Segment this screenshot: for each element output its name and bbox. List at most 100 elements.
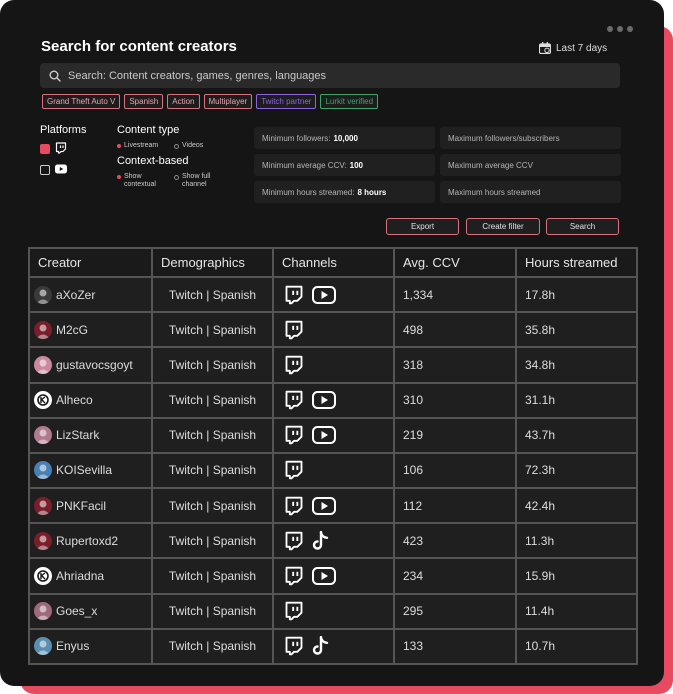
twitch-icon[interactable] (284, 425, 304, 445)
max-hours-filter[interactable]: Maximum hours streamed (440, 181, 621, 203)
content-type-livestream[interactable]: Livestream (117, 142, 158, 150)
table-row[interactable]: Goes_x Twitch | Spanish 295 11.4h (28, 592, 638, 630)
twitch-icon[interactable] (284, 601, 304, 621)
hours-streamed-cell: 11.4h (515, 592, 638, 630)
table-header-row: Creator Demographics Channels Avg. CCV H… (28, 247, 638, 278)
tiktok-icon[interactable] (312, 530, 330, 551)
twitch-icon[interactable] (284, 320, 304, 340)
creator-info: Enyus (34, 637, 151, 656)
creator-info: KOISevilla (34, 461, 151, 480)
tiktok-icon[interactable] (312, 636, 330, 656)
table-row[interactable]: Rupertoxd2 Twitch | Spanish 423 11.3h (28, 522, 638, 560)
creator-info: Rupertoxd2 (34, 531, 151, 550)
table-row[interactable]: Ahriadna Twitch | Spanish 234 15.9h (28, 557, 638, 595)
creator-name[interactable]: PNKFacil (56, 498, 107, 513)
tag-chip[interactable]: Multiplayer (203, 94, 253, 109)
creator-name[interactable]: Ahriadna (56, 568, 105, 583)
avg-ccv-cell: 106 (393, 451, 517, 490)
table-row[interactable]: KOISevilla Twitch | Spanish 106 72.3h (28, 451, 638, 490)
twitch-icon[interactable] (284, 460, 304, 480)
twitch-icon[interactable] (284, 636, 304, 656)
creator-name[interactable]: Rupertoxd2 (56, 533, 119, 548)
create-filter-button[interactable]: Create filter (466, 218, 540, 235)
table-row[interactable]: aXoZer Twitch | Spanish 1,334 17.8h (28, 275, 638, 314)
table-row[interactable]: M2cG Twitch | Spanish 498 35.8h (28, 311, 638, 349)
youtube-icon[interactable] (312, 566, 336, 585)
search-bar[interactable] (40, 63, 620, 88)
demographics-cell: Twitch | Spanish (151, 627, 274, 666)
creator-name[interactable]: Alheco (56, 393, 93, 408)
period-label: Last 7 days (556, 42, 608, 54)
avg-ccv-cell: 133 (393, 627, 517, 666)
table-row[interactable]: LizStark Twitch | Spanish 219 43.7h (28, 416, 638, 454)
channel-icons (274, 390, 393, 410)
tag-chip[interactable]: Spanish (124, 94, 164, 109)
column-header-hours-streamed[interactable]: Hours streamed (515, 247, 638, 278)
avg-ccv-cell: 423 (393, 522, 517, 560)
creator-name[interactable]: Enyus (56, 639, 90, 654)
radio-selected-icon (117, 144, 121, 148)
creator-name[interactable]: LizStark (56, 428, 100, 443)
creator-name[interactable]: gustavocsgoyt (56, 357, 133, 372)
avg-ccv-cell: 295 (393, 592, 517, 630)
min-hours-filter[interactable]: Minimum hours streamed: 8 hours (254, 181, 435, 203)
creator-name[interactable]: KOISevilla (56, 463, 113, 478)
search-input[interactable] (68, 69, 620, 82)
avg-ccv-cell: 234 (393, 557, 517, 595)
hours-streamed-cell: 17.8h (515, 275, 638, 314)
tag-chip[interactable]: Lurkit verified (320, 94, 379, 109)
max-ccv-filter[interactable]: Maximum average CCV (440, 154, 621, 176)
avatar (34, 602, 52, 621)
twitch-icon[interactable] (284, 390, 304, 410)
creator-cell: LizStark (28, 416, 153, 454)
youtube-icon[interactable] (312, 426, 336, 445)
twitch-icon[interactable] (284, 355, 304, 375)
twitch-icon[interactable] (284, 531, 304, 551)
twitch-icon[interactable] (284, 496, 304, 516)
content-type-videos[interactable]: Videos (174, 142, 203, 150)
hours-streamed-cell: 15.9h (515, 557, 638, 595)
min-followers-filter[interactable]: Minimum followers: 10,000 (254, 127, 435, 149)
channels-cell (272, 451, 395, 490)
table-row[interactable]: gustavocsgoyt Twitch | Spanish 318 34.8h (28, 346, 638, 384)
hours-streamed-cell: 42.4h (515, 487, 638, 525)
tag-chip[interactable]: Action (167, 94, 200, 109)
max-followers-filter[interactable]: Maximum followers/subscribers (440, 127, 621, 149)
youtube-icon[interactable] (312, 391, 336, 410)
table-row[interactable]: Enyus Twitch | Spanish 133 10.7h (28, 627, 638, 666)
search-icon (49, 70, 61, 82)
creator-cell: PNKFacil (28, 487, 153, 525)
min-ccv-filter[interactable]: Minimum average CCV: 100 (254, 154, 435, 176)
more-options-icon[interactable] (607, 26, 633, 32)
context-show-full-channel[interactable]: Show full channel (174, 173, 224, 189)
context-show-contextual[interactable]: Show contextual (117, 173, 168, 189)
channel-icons (274, 530, 393, 551)
channels-cell (272, 487, 395, 525)
tag-chip[interactable]: Twitch partner (256, 94, 317, 109)
twitch-icon[interactable] (284, 566, 304, 586)
table-row[interactable]: Alheco Twitch | Spanish 310 31.1h (28, 381, 638, 419)
context-label: Context-based (117, 155, 189, 167)
export-button[interactable]: Export (386, 218, 459, 235)
column-header-demographics[interactable]: Demographics (151, 247, 274, 278)
column-header-avg-ccv[interactable]: Avg. CCV (393, 247, 517, 278)
youtube-icon[interactable] (312, 496, 336, 515)
table-row[interactable]: PNKFacil Twitch | Spanish 112 42.4h (28, 487, 638, 525)
platform-twitch-checkbox[interactable] (40, 144, 50, 154)
tag-chip[interactable]: Grand Theft Auto V (42, 94, 121, 109)
column-header-creator[interactable]: Creator (28, 247, 153, 278)
creator-cell: Rupertoxd2 (28, 522, 153, 560)
creator-name[interactable]: Goes_x (56, 604, 98, 619)
radio-selected-icon (117, 175, 121, 179)
search-button[interactable]: Search (546, 218, 619, 235)
platform-youtube-checkbox[interactable] (40, 165, 50, 175)
channels-cell (272, 416, 395, 454)
channel-icons (274, 496, 393, 516)
creator-name[interactable]: M2cG (56, 322, 89, 337)
avatar (34, 461, 52, 480)
creator-name[interactable]: aXoZer (56, 287, 96, 302)
youtube-icon[interactable] (312, 285, 336, 304)
period-selector[interactable]: Last 7 days (539, 42, 607, 54)
column-header-channels[interactable]: Channels (272, 247, 395, 278)
twitch-icon[interactable] (284, 285, 304, 305)
